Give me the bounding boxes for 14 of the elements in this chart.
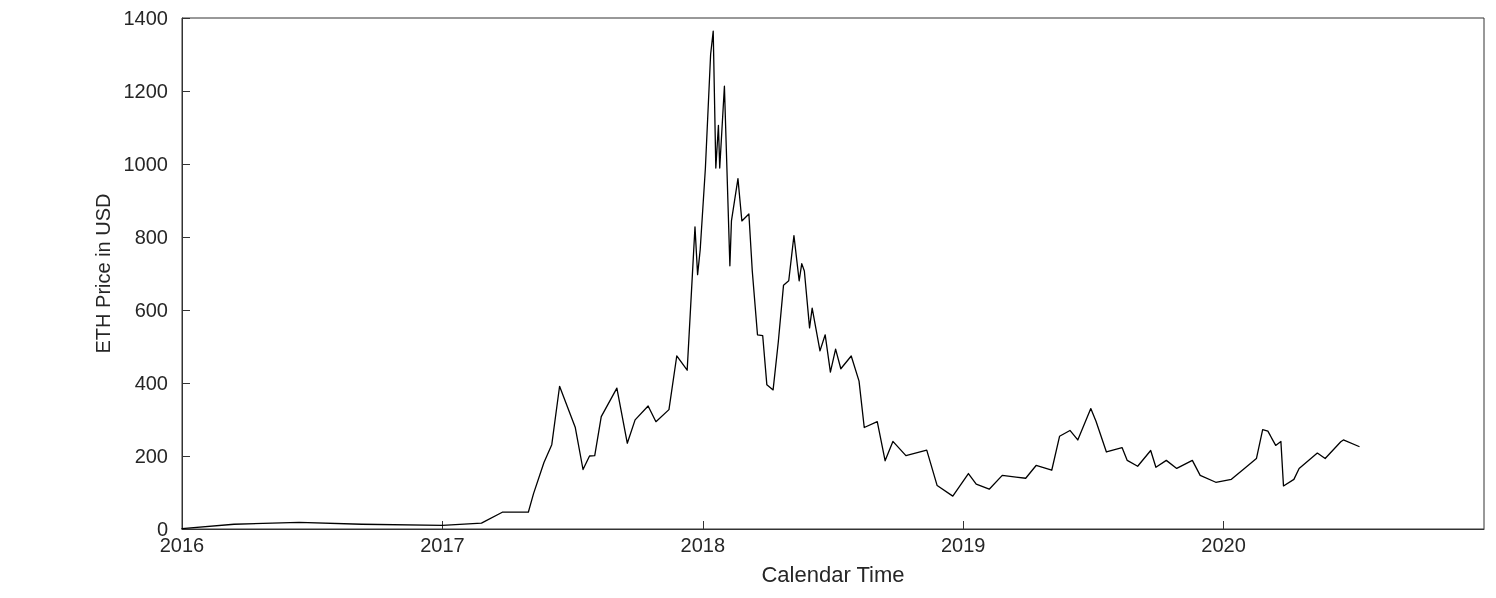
x-tick-label: 2019 <box>940 534 986 556</box>
y-tick-label: 1400 <box>123 7 168 29</box>
y-axis-title: ETH Price in USD <box>91 193 114 354</box>
y-tick-label: 1200 <box>123 80 168 102</box>
y-tick-label: 200 <box>134 445 168 467</box>
x-tick-label: 2017 <box>420 534 465 556</box>
x-tick-label: 2020 <box>1201 534 1246 556</box>
y-tick-label: 600 <box>134 299 168 321</box>
x-axis-title: Calendar Time <box>761 561 905 587</box>
x-tick-label: 2018 <box>680 534 726 556</box>
y-tick-label: 1000 <box>123 153 168 175</box>
line-series <box>181 30 1360 530</box>
y-tick-label: 400 <box>134 372 168 394</box>
y-tick-label: 800 <box>134 226 168 248</box>
